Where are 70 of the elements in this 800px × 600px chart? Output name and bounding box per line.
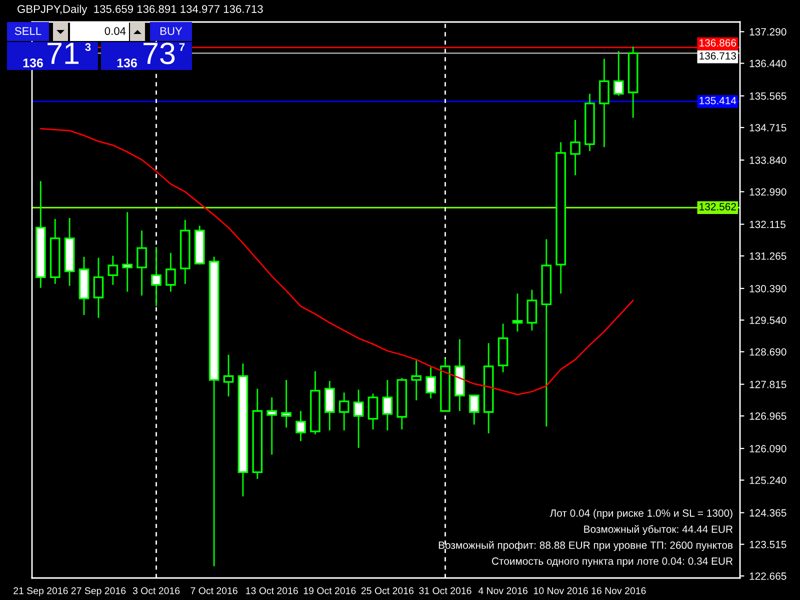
- y-tick-label: 126.965: [750, 412, 786, 420]
- annotation: 136: [23, 58, 43, 68]
- x-tick-label: 31 Oct 2016: [419, 587, 472, 594]
- candlestick: [166, 252, 176, 292]
- annotation: 73: [144, 42, 175, 64]
- candlestick: [324, 380, 335, 432]
- candlestick: [223, 354, 234, 398]
- candlestick: [93, 257, 104, 319]
- y-tick-label: 131.265: [750, 252, 786, 260]
- candlestick: [296, 410, 306, 442]
- candlestick: [526, 289, 538, 332]
- y-tick-label: 129.540: [750, 316, 786, 324]
- candlestick: [136, 230, 147, 296]
- candlestick: [122, 211, 133, 292]
- line-series: [40, 128, 634, 396]
- y-tick-label: 130.390: [750, 284, 786, 292]
- y-tick-label: 125.240: [750, 476, 786, 484]
- ref-line-label: 135.414: [700, 96, 736, 104]
- y-tick-label: 132.115: [750, 220, 786, 228]
- x-tick-label: 3 Oct 2016: [132, 587, 180, 594]
- y-tick-label: 137.290: [750, 28, 786, 36]
- candlestick: [266, 396, 278, 456]
- x-tick-label: 19 Oct 2016: [304, 587, 356, 594]
- y-tick-label: 127.815: [750, 380, 786, 388]
- x-tick-label: 10 Nov 2016: [534, 587, 588, 594]
- annotation: Возможный профит: 88.88 EUR при уровне ТП: 2600 пунктов: [438, 541, 733, 551]
- annotation: 71: [48, 42, 79, 64]
- annotation: 0.04: [104, 27, 126, 35]
- y-tick-label: 135.565: [750, 92, 786, 100]
- y-tick-label: 123.515: [750, 540, 786, 548]
- y-tick-label: 133.840: [750, 156, 786, 164]
- y-tick-label: 136.440: [750, 60, 786, 68]
- x-tick-label: 4 Nov 2016: [478, 587, 528, 594]
- ref-line-label: 136.866: [700, 39, 736, 47]
- chart-title: GBPJPY,Daily 135.659 136.891 134.977 136.713: [18, 4, 263, 16]
- annotation: 7: [179, 43, 185, 51]
- x-tick-label: 16 Nov 2016: [592, 587, 646, 594]
- candlestick: [512, 292, 523, 332]
- candlestick: [426, 366, 436, 400]
- candlestick: [108, 255, 118, 286]
- y-tick-label: 126.090: [750, 444, 786, 452]
- annotation: 3: [85, 43, 91, 51]
- ref-line-label: 136.713: [700, 52, 736, 60]
- x-tick-label: 21 Sep 2016: [14, 587, 68, 596]
- candlestick: [599, 58, 610, 148]
- x-tick-label: 7 Oct 2016: [190, 587, 238, 594]
- candlestick: [570, 119, 580, 176]
- ref-line-label: 132.562: [700, 203, 736, 210]
- y-tick-label: 122.665: [750, 572, 786, 580]
- candlestick: [411, 360, 422, 402]
- candlestick: [382, 379, 393, 432]
- y-tick-label: 132.990: [750, 188, 786, 196]
- candlestick: [613, 50, 624, 96]
- y-tick-label: 128.690: [750, 348, 786, 356]
- x-tick-label: 25 Oct 2016: [361, 587, 414, 594]
- candlestick: [468, 394, 480, 426]
- candlestick: [281, 379, 292, 428]
- x-tick-label: 27 Sep 2016: [71, 587, 126, 596]
- y-tick-label: 124.365: [750, 509, 786, 517]
- candlestick: [338, 392, 350, 432]
- annotation: Стоимость одного пункта при лоте 0.04: 0.34 EUR: [492, 557, 733, 567]
- annotation: 136: [117, 58, 137, 68]
- candlestick: [368, 392, 378, 430]
- x-tick-label: 13 Oct 2016: [246, 587, 298, 594]
- candlestick: [353, 388, 364, 449]
- annotation: Лот 0.04 (при риске 1.0% и SL = 1300): [550, 509, 732, 519]
- y-tick-label: 134.715: [750, 124, 786, 132]
- annotation: SELL: [14, 27, 42, 35]
- annotation: Возможный убыток: 44.44 EUR: [584, 525, 733, 535]
- annotation: BUY: [160, 27, 182, 35]
